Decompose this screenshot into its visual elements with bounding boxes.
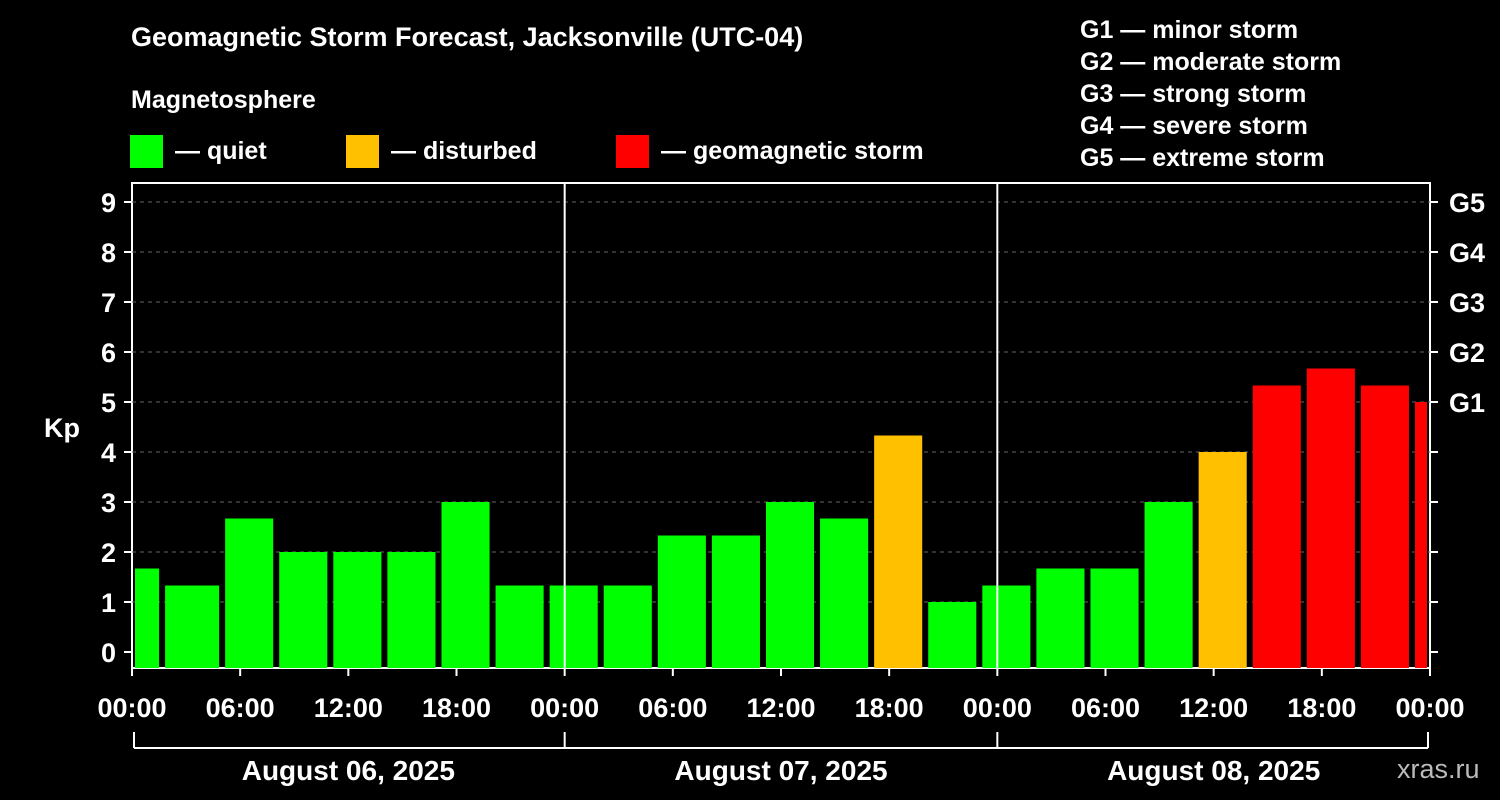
kp-bar (333, 552, 382, 668)
g-axis-label: G1 (1449, 388, 1485, 418)
y-tick-label: 9 (101, 188, 116, 218)
legend-label-storm: — geomagnetic storm (661, 136, 924, 165)
x-tick-label: 00:00 (530, 693, 599, 723)
y-axis-title: Kp (44, 413, 80, 443)
kp-bar (982, 585, 1031, 668)
x-tick-label: 00:00 (963, 693, 1032, 723)
kp-bar (225, 518, 274, 668)
g-axis-label: G5 (1449, 188, 1485, 218)
chart-title: Geomagnetic Storm Forecast, Jacksonville… (131, 22, 804, 52)
legend-swatch-quiet (130, 134, 163, 168)
kp-bar (441, 502, 490, 668)
legend-item-quiet: — quiet (130, 134, 267, 168)
legend-label-disturbed: — disturbed (391, 136, 537, 165)
g-legend-g1: G1 — minor storm (1080, 16, 1299, 44)
kp-bar (165, 585, 220, 668)
watermark: xras.ru (1397, 754, 1480, 784)
legend-item-storm: — geomagnetic storm (616, 134, 924, 168)
kp-bar (1414, 402, 1427, 668)
y-tick-label: 1 (101, 588, 116, 618)
g-axis-label: G4 (1449, 238, 1485, 268)
kp-bar (549, 585, 598, 668)
kp-bar (495, 585, 544, 668)
kp-bar (1252, 385, 1301, 668)
kp-bar (711, 535, 760, 668)
day-label: August 08, 2025 (1107, 755, 1320, 786)
kp-bar (1036, 568, 1085, 668)
x-tick-label: 00:00 (97, 693, 166, 723)
x-tick-label: 00:00 (1395, 693, 1464, 723)
x-tick-label: 18:00 (855, 693, 924, 723)
g-legend-g3: G3 — strong storm (1080, 80, 1307, 108)
x-tick-label: 06:00 (206, 693, 275, 723)
kp-bar (279, 552, 328, 668)
kp-bar (1144, 502, 1193, 668)
x-tick-label: 12:00 (1179, 693, 1248, 723)
y-tick-label: 7 (101, 288, 116, 318)
g-legend-g4: G4 — severe storm (1080, 112, 1308, 140)
x-tick-label: 12:00 (314, 693, 383, 723)
x-tick-label: 06:00 (638, 693, 707, 723)
legend-item-disturbed: — disturbed (346, 134, 537, 168)
magnetosphere-title: Magnetosphere (131, 86, 316, 114)
g-legend-g5: G5 — extreme storm (1080, 144, 1325, 172)
kp-bar (1090, 568, 1139, 668)
kp-bar (1306, 368, 1355, 668)
g-axis-label: G3 (1449, 288, 1485, 318)
x-tick-label: 12:00 (746, 693, 815, 723)
kp-bar (765, 502, 815, 668)
y-tick-label: 8 (101, 238, 116, 268)
g-legend-g2: G2 — moderate storm (1080, 48, 1342, 76)
legend-label-quiet: — quiet (175, 136, 267, 165)
kp-bar (928, 602, 977, 668)
kp-bar (1198, 452, 1247, 668)
y-tick-label: 0 (101, 638, 116, 668)
g-scale-legend: G1 — minor storm G2 — moderate storm G3 … (1080, 14, 1341, 174)
kp-bar (135, 568, 160, 668)
y-tick-label: 2 (101, 538, 116, 568)
y-tick-label: 4 (101, 438, 116, 468)
kp-bar (874, 435, 923, 668)
kp-bar (657, 535, 706, 668)
kp-bar (1360, 385, 1409, 668)
kp-bar (603, 585, 652, 668)
y-tick-label: 5 (101, 388, 116, 418)
legend-swatch-disturbed (346, 134, 379, 168)
x-tick-label: 06:00 (1071, 693, 1140, 723)
kp-bar (387, 552, 436, 668)
kp-bar (820, 518, 869, 668)
legend-swatch-storm (616, 134, 649, 168)
day-label: August 07, 2025 (674, 755, 887, 786)
day-label: August 06, 2025 (242, 755, 455, 786)
x-tick-label: 18:00 (422, 693, 491, 723)
y-tick-label: 3 (101, 488, 116, 518)
y-tick-label: 6 (101, 338, 116, 368)
x-tick-label: 18:00 (1287, 693, 1356, 723)
g-axis-label: G2 (1449, 338, 1485, 368)
